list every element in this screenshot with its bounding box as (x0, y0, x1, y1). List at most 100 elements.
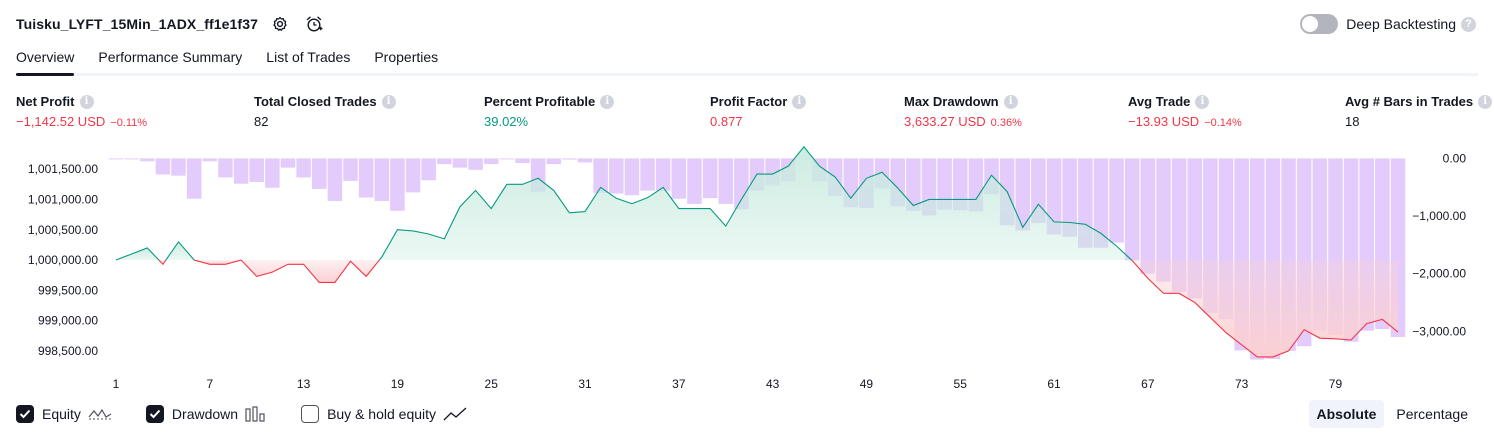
drawdown-bar (233, 158, 249, 184)
drawdown-bar (280, 158, 296, 168)
drawdown-bar (421, 158, 436, 181)
tab-overview[interactable]: Overview (16, 44, 75, 76)
info-icon[interactable]: i (381, 94, 396, 109)
info-icon[interactable]: i (1478, 94, 1493, 109)
help-icon[interactable]: ? (1461, 16, 1476, 32)
drawdown-bar (124, 158, 139, 160)
drawdown-bar (1015, 158, 1031, 231)
buy-hold-line-icon (443, 406, 467, 422)
x-axis-tick-label: 49 (860, 377, 874, 391)
chart-legend: Equity Drawdown Buy & hold equity (16, 402, 501, 426)
info-icon[interactable]: i (600, 94, 615, 109)
legend-equity[interactable]: Equity (16, 405, 112, 423)
x-axis-tick-label: 55 (954, 377, 968, 391)
drawdown-bar (218, 158, 233, 178)
drawdown-bar (562, 158, 577, 160)
absolute-button[interactable]: Absolute (1308, 400, 1385, 428)
equity-area-profit (379, 146, 1132, 261)
equity-area-profit (165, 241, 195, 261)
drawdown-bar (577, 158, 593, 163)
equity-line-loss (1131, 259, 1399, 358)
x-axis-tick-label: 79 (1329, 377, 1343, 391)
drawdown-bar (593, 158, 608, 193)
deep-backtesting: Deep Backtesting ? (1300, 12, 1476, 36)
info-icon[interactable]: i (792, 94, 807, 109)
right-axis-tick-label: 0.00 (1443, 151, 1467, 165)
percentage-button[interactable]: Percentage (1396, 406, 1468, 422)
x-axis-tick-label: 61 (1047, 377, 1061, 391)
equity-line-icon (88, 407, 112, 421)
metric-value: 3,633.27 USD (904, 114, 986, 129)
drawdown-bar (906, 158, 921, 211)
equity-drawdown-chart[interactable]: 1,001,500.00 1,001,000.00 1,000,500.00 1,00… (0, 140, 1494, 392)
right-axis-tick-label: −1,000.00 (1412, 209, 1466, 223)
metric-label: Total Closed Trades (254, 94, 377, 109)
alarm-clock-add-icon[interactable] (302, 12, 326, 36)
x-axis-tick-label: 25 (485, 377, 499, 391)
metric-label: Max Drawdown (904, 94, 999, 109)
drawdown-bar (1046, 158, 1062, 235)
metric-label: Avg # Bars in Trades (1345, 94, 1474, 109)
drawdown-bar (468, 158, 483, 170)
drawdown-bar (937, 158, 952, 210)
drawdown-checkbox[interactable] (145, 405, 164, 423)
metric-label: Profit Factor (710, 94, 788, 109)
drawdown-bar (499, 158, 515, 160)
metric-sub-value: −0.14% (1204, 117, 1242, 129)
x-axis-tick-label: 7 (206, 377, 213, 391)
metric-value: 18 (1345, 114, 1360, 129)
drawdown-bar (1156, 158, 1171, 282)
info-icon[interactable]: i (1195, 94, 1210, 109)
tab-performance-summary[interactable]: Performance Summary (98, 49, 243, 65)
legend-buy-hold-label: Buy & hold equity (327, 406, 437, 422)
drawdown-bar (374, 158, 390, 202)
drawdown-bar (327, 158, 343, 202)
right-axis-tick-label: −3,000.00 (1412, 324, 1466, 338)
legend-equity-label: Equity (42, 406, 81, 422)
equity-line-profit (165, 240, 195, 261)
x-axis-tick-label: 73 (1235, 377, 1249, 391)
info-icon[interactable]: i (79, 94, 94, 109)
drawdown-bar (515, 158, 530, 163)
metric-sub-value: 0.36% (990, 117, 1022, 129)
drawdown-bar (1140, 158, 1156, 274)
drawdown-bars-icon (245, 406, 267, 422)
metric-value: −1,142.52 USD (16, 114, 106, 129)
metric-profit-factor: Profit Factor i 0.877 (710, 93, 807, 130)
tabs-divider (16, 73, 1478, 76)
equity-checkbox[interactable] (16, 405, 34, 423)
metric-total-closed-trades: Total Closed Trades i 82 (254, 93, 396, 130)
deep-backtesting-label: Deep Backtesting (1346, 16, 1456, 32)
drawdown-bar (249, 158, 264, 183)
drawdown-bar (1109, 158, 1124, 243)
drawdown-bar (296, 158, 311, 178)
metric-value: 0.877 (710, 114, 743, 129)
deep-backtesting-toggle[interactable] (1300, 14, 1339, 34)
info-icon[interactable]: i (1003, 94, 1018, 109)
drawdown-bar (405, 158, 421, 193)
left-axis-tick-label: 999,000.00 (38, 314, 98, 328)
drawdown-bar (1062, 158, 1077, 237)
legend-drawdown[interactable]: Drawdown (145, 405, 267, 423)
gear-icon[interactable] (268, 12, 292, 36)
metric-avg-trade: Avg Trade i −13.93 USD −0.14% (1128, 93, 1242, 130)
metric-label: Avg Trade (1128, 94, 1191, 109)
equity-area-profit (116, 247, 159, 261)
legend-drawdown-label: Drawdown (171, 406, 239, 422)
equity-line-profit (378, 145, 1132, 261)
left-axis-tick-label: 1,000,500.00 (28, 223, 98, 237)
left-axis-tick-label: 1,001,500.00 (28, 162, 98, 176)
legend-buy-hold[interactable]: Buy & hold equity (301, 405, 467, 423)
drawdown-bar (140, 158, 155, 162)
drawdown-bar (687, 158, 702, 204)
x-axis-tick-label: 31 (578, 377, 592, 391)
metric-value: −13.93 USD (1128, 114, 1200, 129)
drawdown-bar (186, 158, 202, 199)
drawdown-bar (1171, 158, 1187, 293)
metric-value: 39.02% (484, 114, 529, 129)
drawdown-bar (171, 158, 186, 176)
right-axis-tick-label: −2,000.00 (1412, 267, 1466, 281)
buy-hold-checkbox[interactable] (301, 405, 320, 423)
tab-list-of-trades[interactable]: List of Trades (266, 49, 351, 65)
tab-properties[interactable]: Properties (374, 49, 439, 65)
